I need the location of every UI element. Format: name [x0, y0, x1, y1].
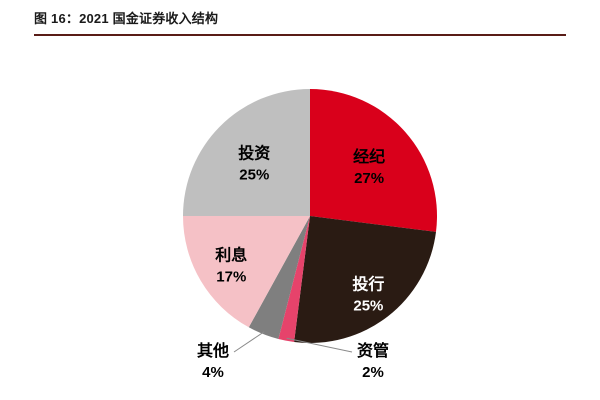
figure-title: 图 16：2021 国金证券收入结构 — [34, 11, 219, 26]
slice-percent: 4% — [202, 364, 224, 381]
pie-chart: 经纪 27% 投行 25% 资管 2% 其他 4% 利息 17% 投资 25% — [183, 89, 437, 381]
leader-line — [286, 337, 353, 353]
slice-label: 其他 — [197, 341, 229, 360]
slice-label: 资管 — [357, 341, 389, 360]
slice-label: 投行 — [352, 274, 384, 293]
pie-slice-5 — [183, 216, 310, 328]
slice-label: 投资 — [238, 143, 270, 162]
slice-percent: 2% — [362, 364, 384, 381]
slice-percent: 17% — [216, 269, 246, 286]
pie-slice-4 — [248, 216, 310, 339]
figure-header: 图 16：2021 国金证券收入结构 — [34, 8, 566, 36]
slice-label: 经纪 — [353, 147, 385, 166]
slice-percent: 25% — [353, 297, 383, 314]
pie-slice-6 — [183, 89, 310, 216]
pie-slice-2 — [294, 216, 436, 343]
slice-percent: 25% — [239, 166, 269, 183]
slice-percent: 27% — [354, 170, 384, 187]
pie-slice-1 — [310, 89, 437, 232]
report-figure-page: 图 16：2021 国金证券收入结构 经纪 27% 投行 25% 资管 2% 其他 4% 利息 1… — [0, 8, 600, 400]
pie-slice-3 — [278, 216, 310, 342]
slice-label: 利息 — [215, 246, 247, 265]
leader-line — [233, 331, 265, 353]
